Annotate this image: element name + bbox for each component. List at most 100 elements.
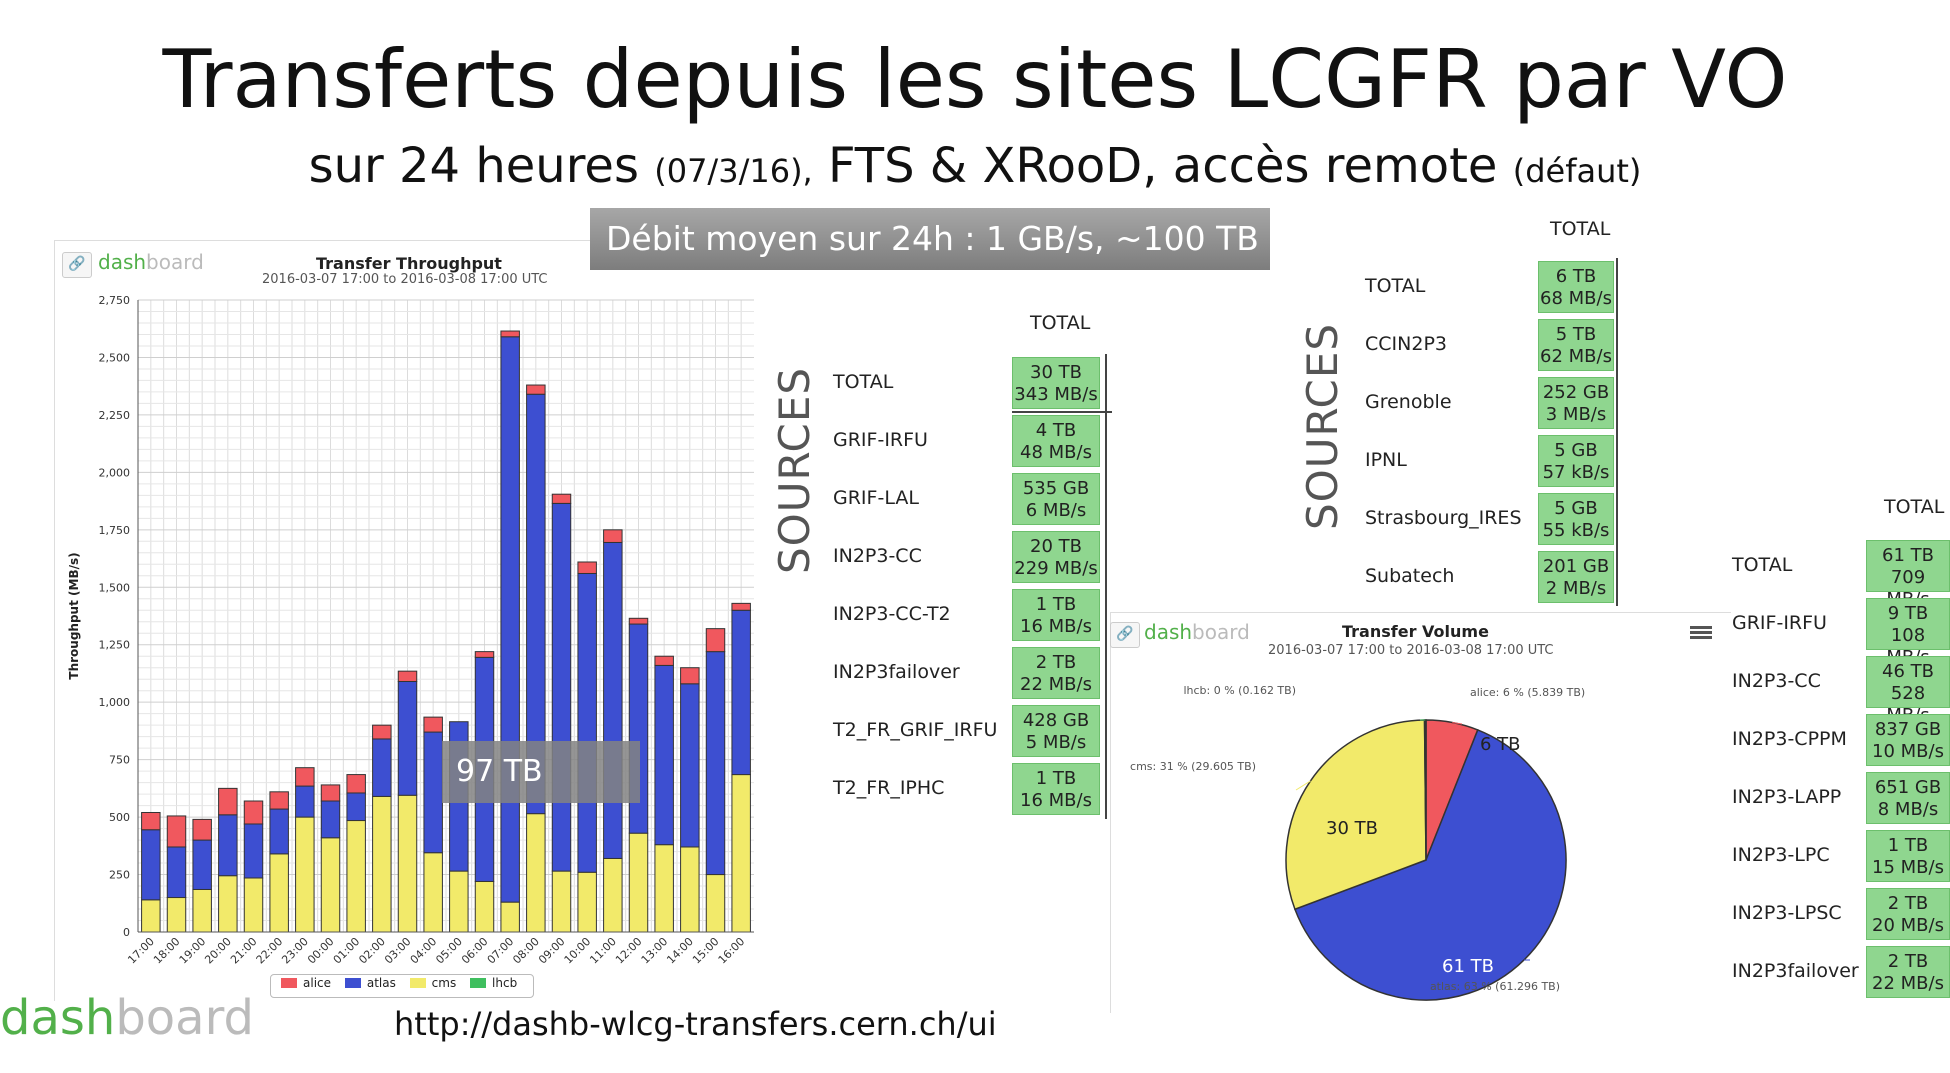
bar-alice[interactable] xyxy=(218,787,238,816)
table2-cell[interactable]: 6 TB 68 MB/s xyxy=(1538,261,1614,313)
table1-cell[interactable]: 1 TB 16 MB/s xyxy=(1012,763,1100,815)
bar-alice[interactable] xyxy=(320,784,341,802)
bar-cms[interactable] xyxy=(603,857,623,933)
bar-alice[interactable] xyxy=(474,651,495,658)
table3-cell[interactable]: 651 GB 8 MB/s xyxy=(1866,772,1950,824)
bar-alice[interactable] xyxy=(680,667,700,685)
table3-cell[interactable]: 2 TB 22 MB/s xyxy=(1866,946,1950,998)
bar-cms[interactable] xyxy=(449,870,469,933)
bar-alice[interactable] xyxy=(295,767,315,787)
bar-atlas[interactable] xyxy=(705,651,726,876)
bar-cms[interactable] xyxy=(346,820,366,933)
bar-atlas[interactable] xyxy=(397,680,418,796)
table2-cell[interactable]: 5 GB 55 kB/s xyxy=(1538,493,1614,545)
bar-atlas[interactable] xyxy=(680,683,700,848)
x-tick-label: 14:00 xyxy=(664,935,696,967)
bar-atlas[interactable] xyxy=(243,823,264,879)
bar-cms[interactable] xyxy=(269,853,289,933)
table2-cell[interactable]: 201 GB 2 MB/s xyxy=(1538,551,1614,603)
bar-cms[interactable] xyxy=(654,844,674,933)
table2-cell[interactable]: 252 GB 3 MB/s xyxy=(1538,377,1614,429)
bar-atlas[interactable] xyxy=(603,541,623,859)
bar-atlas[interactable] xyxy=(166,846,187,899)
legend-cms[interactable]: cms xyxy=(431,975,457,990)
bar-alice[interactable] xyxy=(628,617,649,625)
bar-cms[interactable] xyxy=(166,897,187,933)
bar-atlas[interactable] xyxy=(346,792,366,822)
bar-atlas[interactable] xyxy=(269,808,289,855)
table3-cell[interactable]: 837 GB 10 MB/s xyxy=(1866,714,1950,766)
bar-cms[interactable] xyxy=(474,880,495,933)
table1-cell[interactable]: 1 TB 16 MB/s xyxy=(1012,589,1100,641)
legend-lhcb[interactable]: lhcb xyxy=(492,975,518,990)
table3-cell[interactable]: 1 TB 15 MB/s xyxy=(1866,830,1950,882)
bar-alice[interactable] xyxy=(500,330,520,338)
bar-atlas[interactable] xyxy=(654,664,674,846)
bar-cms[interactable] xyxy=(397,794,418,933)
bar-cms[interactable] xyxy=(423,852,443,933)
bar-atlas[interactable] xyxy=(372,738,392,797)
x-tick-label: 12:00 xyxy=(613,935,645,967)
bar-cms[interactable] xyxy=(141,899,161,933)
bar-alice[interactable] xyxy=(243,800,264,825)
pie-slice-atlas[interactable] xyxy=(1293,728,1567,1001)
menu-icon[interactable] xyxy=(1690,624,1712,642)
table1-cell[interactable]: 428 GB 5 MB/s xyxy=(1012,705,1100,757)
bar-atlas[interactable] xyxy=(731,609,751,776)
bar-cms[interactable] xyxy=(731,774,751,933)
table1-cell[interactable]: 535 GB 6 MB/s xyxy=(1012,473,1100,525)
bar-alice[interactable] xyxy=(423,716,443,733)
bar-cms[interactable] xyxy=(551,870,572,933)
bar-alice[interactable] xyxy=(141,811,161,831)
bar-atlas[interactable] xyxy=(295,785,315,818)
link-icon[interactable]: 🔗 xyxy=(62,252,92,278)
legend-alice[interactable]: alice xyxy=(303,975,332,990)
bar-alice[interactable] xyxy=(192,818,212,841)
legend-atlas[interactable]: atlas xyxy=(366,975,396,990)
bar-alice[interactable] xyxy=(705,628,726,653)
bar-alice[interactable] xyxy=(397,670,418,682)
bar-atlas[interactable] xyxy=(141,829,161,901)
table3-cell[interactable]: 2 TB 20 MB/s xyxy=(1866,888,1950,940)
bar-alice[interactable] xyxy=(526,384,546,395)
bar-cms[interactable] xyxy=(295,816,315,933)
bar-alice[interactable] xyxy=(577,561,597,574)
bar-cms[interactable] xyxy=(320,837,341,933)
link-icon-2[interactable]: 🔗 xyxy=(1110,622,1140,648)
bar-alice[interactable] xyxy=(551,493,572,504)
table1-cell[interactable]: 20 TB 229 MB/s xyxy=(1012,531,1100,583)
bar-cms[interactable] xyxy=(372,795,392,933)
bar-atlas[interactable] xyxy=(320,800,341,839)
table1-cell[interactable]: 30 TB 343 MB/s xyxy=(1012,357,1100,409)
table2-cell[interactable]: 5 GB 57 kB/s xyxy=(1538,435,1614,487)
bar-alice[interactable] xyxy=(603,529,623,543)
bar-atlas[interactable] xyxy=(577,572,597,873)
bar-atlas[interactable] xyxy=(423,731,443,854)
dashboard-url[interactable]: http://dashb-wlcg-transfers.cern.ch/ui xyxy=(394,1005,997,1043)
bar-alice[interactable] xyxy=(346,774,366,794)
bar-cms[interactable] xyxy=(526,813,546,933)
table1-cell[interactable]: 2 TB 22 MB/s xyxy=(1012,647,1100,699)
bar-atlas[interactable] xyxy=(500,336,520,903)
bar-alice[interactable] xyxy=(654,655,674,666)
table2-cell[interactable]: 5 TB 62 MB/s xyxy=(1538,319,1614,371)
bar-alice[interactable] xyxy=(372,724,392,740)
bar-alice[interactable] xyxy=(269,791,289,810)
bar-atlas[interactable] xyxy=(218,814,238,877)
bar-cms[interactable] xyxy=(500,901,520,933)
bar-cms[interactable] xyxy=(705,874,726,933)
bar-cms[interactable] xyxy=(218,875,238,933)
bar-cms[interactable] xyxy=(243,877,264,933)
bar-atlas[interactable] xyxy=(551,502,572,872)
bar-atlas[interactable] xyxy=(192,839,212,890)
bar-cms[interactable] xyxy=(577,871,597,933)
bar-alice[interactable] xyxy=(731,602,751,611)
table1-cell[interactable]: 4 TB 48 MB/s xyxy=(1012,415,1100,467)
bar-cms[interactable] xyxy=(680,846,700,933)
bar-cms[interactable] xyxy=(628,832,649,933)
bar-cms[interactable] xyxy=(192,888,212,933)
bar-alice[interactable] xyxy=(166,815,187,848)
